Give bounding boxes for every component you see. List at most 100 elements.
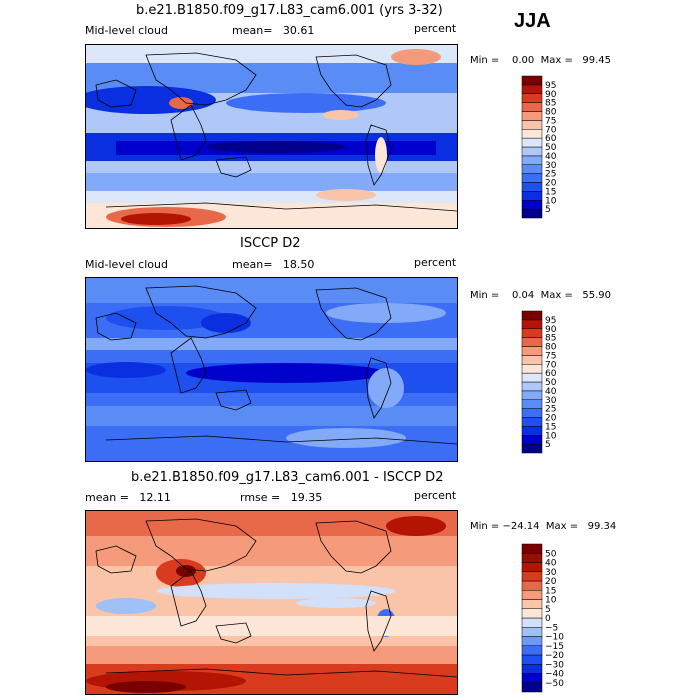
panel1-map bbox=[85, 44, 458, 229]
panel2-units: percent bbox=[414, 256, 457, 269]
colorbar-tick-label: 15 bbox=[545, 422, 556, 432]
colorbar-tick-label: 50 bbox=[545, 549, 557, 559]
panel1-units: percent bbox=[414, 22, 457, 35]
panel2-title: ISCCP D2 bbox=[240, 236, 301, 251]
panel2-colorbar: 5 10 15 20 25 30 40 50 60 70 75 80 85 90 95 bbox=[521, 310, 582, 454]
panel3-colorbar: −50 −40 −30 −20 −15 −10 −5 0 5 10 15 20 30 40 50 bbox=[521, 543, 582, 693]
panel2-minmax: Min = 0.04 Max = 55.90 bbox=[470, 290, 612, 301]
colorbar-tick-label: 5 bbox=[545, 605, 551, 615]
colorbar-tick-label: 20 bbox=[545, 414, 557, 424]
colorbar-segment bbox=[521, 645, 543, 656]
colorbar-segment bbox=[521, 608, 543, 619]
colorbar-segment bbox=[521, 408, 543, 418]
colorbar-segment bbox=[521, 111, 543, 121]
panel3-units: percent bbox=[414, 489, 457, 502]
colorbar-tick-label: 30 bbox=[545, 161, 557, 171]
panel1-mean: mean= 30.61 bbox=[232, 24, 315, 37]
colorbar-tick-label: 40 bbox=[545, 387, 557, 397]
colorbar-segment bbox=[521, 93, 543, 103]
colorbar-tick-label: 80 bbox=[545, 343, 557, 353]
colorbar-segment bbox=[521, 372, 543, 383]
panel2-map bbox=[85, 277, 458, 462]
colorbar-segment bbox=[521, 580, 543, 591]
colorbar-tick-label: 25 bbox=[545, 170, 556, 180]
colorbar-segment bbox=[521, 208, 543, 219]
colorbar-tick-label: 85 bbox=[545, 334, 556, 344]
colorbar-segment bbox=[521, 319, 543, 329]
colorbar-tick-label: 20 bbox=[545, 577, 557, 587]
colorbar-tick-label: 90 bbox=[545, 325, 557, 335]
colorbar-tick-label: 75 bbox=[545, 351, 556, 361]
colorbar-tick-label: 30 bbox=[545, 568, 557, 578]
colorbar-segment bbox=[521, 417, 543, 427]
colorbar-segment bbox=[521, 426, 543, 436]
colorbar-tick-label: −5 bbox=[545, 623, 558, 633]
panel3-map-field bbox=[86, 511, 457, 694]
colorbar-tick-label: 20 bbox=[545, 179, 557, 189]
colorbar-segment bbox=[521, 102, 543, 112]
colorbar-tick-label: −30 bbox=[545, 660, 564, 670]
colorbar-segment bbox=[521, 435, 543, 445]
colorbar-segment bbox=[521, 137, 543, 148]
colorbar-tick-label: 40 bbox=[545, 152, 557, 162]
panel1-variable-label: Mid-level cloud bbox=[85, 24, 168, 37]
colorbar-tick-label: 50 bbox=[545, 378, 557, 388]
colorbar-tick-label: 85 bbox=[545, 99, 556, 109]
colorbar-tick-label: −15 bbox=[545, 642, 564, 652]
panel3-rmse: rmse = 19.35 bbox=[240, 491, 323, 504]
colorbar-tick-label: 75 bbox=[545, 116, 556, 126]
colorbar-tick-label: 95 bbox=[545, 316, 556, 326]
colorbar-segment bbox=[521, 381, 543, 392]
colorbar-segment bbox=[521, 364, 543, 374]
colorbar-tick-label: 95 bbox=[545, 81, 556, 91]
colorbar-segment bbox=[521, 346, 543, 356]
colorbar-segment bbox=[521, 337, 543, 347]
colorbar-tick-label: 5 bbox=[545, 205, 551, 215]
colorbar-segment bbox=[521, 164, 543, 174]
colorbar-tick-label: −50 bbox=[545, 679, 564, 689]
colorbar-segment bbox=[521, 310, 543, 321]
colorbar-segment bbox=[521, 75, 543, 86]
colorbar-segment bbox=[521, 543, 543, 554]
colorbar-tick-label: 15 bbox=[545, 187, 556, 197]
colorbar-segment bbox=[521, 682, 543, 693]
colorbar-tick-label: 10 bbox=[545, 196, 557, 206]
panel1-title: b.e21.B1850.f09_g17.L83_cam6.001 (yrs 3-… bbox=[136, 3, 443, 18]
colorbar-segment bbox=[521, 627, 543, 637]
colorbar-tick-label: 30 bbox=[545, 396, 557, 406]
colorbar-segment bbox=[521, 355, 543, 365]
colorbar-segment bbox=[521, 120, 543, 130]
panel1-colorbar: 5 10 15 20 25 30 40 50 60 70 75 80 85 90 95 bbox=[521, 75, 582, 219]
colorbar-tick-label: 90 bbox=[545, 90, 557, 100]
colorbar-segment bbox=[521, 155, 543, 165]
colorbar-tick-label: 60 bbox=[545, 134, 557, 144]
colorbar-segment bbox=[521, 654, 543, 665]
panel2-map-field bbox=[86, 278, 457, 461]
colorbar-segment bbox=[521, 673, 543, 683]
colorbar-segment bbox=[521, 562, 543, 572]
panel1-map-field bbox=[86, 45, 457, 228]
colorbar-segment bbox=[521, 553, 543, 563]
colorbar-segment bbox=[521, 182, 543, 192]
colorbar-tick-label: 40 bbox=[545, 559, 557, 569]
colorbar-tick-label: 0 bbox=[545, 614, 551, 624]
season-label: JJA bbox=[514, 10, 551, 32]
colorbar-segment bbox=[521, 571, 543, 582]
colorbar-segment bbox=[521, 443, 543, 454]
colorbar-segment bbox=[521, 617, 543, 628]
colorbar-tick-label: 15 bbox=[545, 586, 556, 596]
panel3-title: b.e21.B1850.f09_g17.L83_cam6.001 - ISCCP… bbox=[131, 470, 444, 485]
colorbar-tick-label: −40 bbox=[545, 670, 564, 680]
panel2-mean: mean= 18.50 bbox=[232, 258, 315, 271]
colorbar-segment bbox=[521, 390, 543, 400]
colorbar-segment bbox=[521, 191, 543, 201]
colorbar-tick-label: −10 bbox=[545, 633, 564, 643]
colorbar-segment bbox=[521, 200, 543, 210]
colorbar-segment bbox=[521, 146, 543, 157]
colorbar-tick-label: 5 bbox=[545, 440, 551, 450]
colorbar-tick-label: 80 bbox=[545, 108, 557, 118]
colorbar-tick-label: 70 bbox=[545, 360, 557, 370]
